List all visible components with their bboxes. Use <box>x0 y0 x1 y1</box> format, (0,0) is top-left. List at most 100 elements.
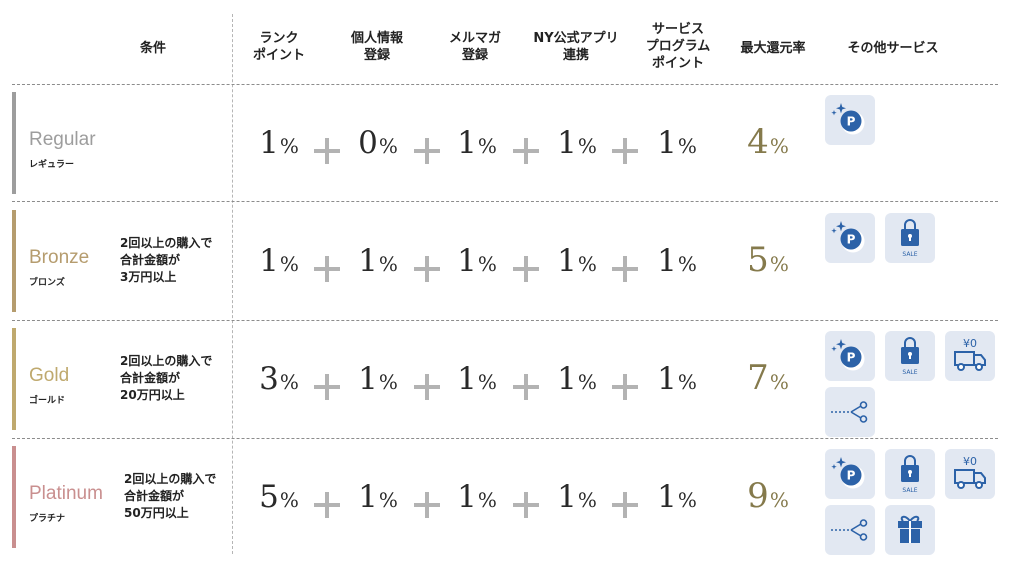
sale-bag-icon: SALE <box>885 449 935 499</box>
rate-value: 1 <box>358 243 378 279</box>
rate-mail: 1% <box>442 479 512 515</box>
rate-mail: 1% <box>442 361 512 397</box>
rate-value: 1 <box>457 479 477 515</box>
percent-sign: % <box>577 488 597 512</box>
rate-value: 5 <box>259 479 279 515</box>
header-max-rate: 最大還元率 <box>740 41 806 56</box>
rate-value: 1 <box>657 361 677 397</box>
max-rate: 7% <box>733 358 803 398</box>
rate-personal: 0% <box>343 125 413 161</box>
max-rate: 9% <box>733 476 803 516</box>
max-rate: 5% <box>733 240 803 280</box>
tier-condition: 2回以上の購入で 合計金額が 20万円以上 <box>120 353 212 404</box>
header-rank-point-line2: ポイント <box>252 48 305 63</box>
plus-icon <box>414 492 440 518</box>
tier-name: Platinum <box>29 483 103 504</box>
rate-rank: 1% <box>244 125 314 161</box>
rate-value: 3 <box>259 361 279 397</box>
plus-icon <box>513 138 539 164</box>
tier-color-bar <box>12 446 16 548</box>
rate-value: 1 <box>557 361 577 397</box>
plus-icon <box>414 374 440 400</box>
svg-text:P: P <box>847 115 856 129</box>
rate-personal: 1% <box>343 361 413 397</box>
rate-service: 1% <box>642 125 712 161</box>
tier-name: Gold <box>29 365 70 386</box>
header-other-services: その他サービス <box>847 41 939 56</box>
tier-subname: プラチナ <box>29 514 66 524</box>
tier-color-bar <box>12 328 16 430</box>
rate-service: 1% <box>642 361 712 397</box>
rate-app: 1% <box>542 479 612 515</box>
header-rank-point: ランク ポイント <box>244 30 314 64</box>
header-mail-magazine: メルマガ 登録 <box>440 30 510 64</box>
plus-icon <box>414 138 440 164</box>
percent-sign: % <box>769 370 789 394</box>
plus-icon <box>414 256 440 282</box>
gift-box-icon <box>885 505 935 555</box>
plus-icon <box>612 138 638 164</box>
point-icon: P <box>825 95 875 145</box>
header-service-program: サービス プログラム ポイント <box>638 21 718 72</box>
svg-text:P: P <box>847 351 856 365</box>
plus-icon <box>314 374 340 400</box>
max-rate-value: 5 <box>747 240 769 280</box>
header-service-program-line2: プログラム <box>645 39 711 54</box>
header-personal-info-line1: 個人情報 <box>350 31 403 46</box>
header-ny-app-line1: NY公式アプリ <box>533 31 619 46</box>
header-personal-info-line2: 登録 <box>363 48 390 63</box>
svg-text:¥0: ¥0 <box>963 455 977 468</box>
header-service-program-line3: ポイント <box>651 56 704 71</box>
rate-personal: 1% <box>343 243 413 279</box>
percent-sign: % <box>769 134 789 158</box>
tier-name: Regular <box>29 129 96 150</box>
free-shipping-truck-icon: ¥0 <box>945 449 995 499</box>
coupon-scissors-icon <box>825 505 875 555</box>
plus-icon <box>513 256 539 282</box>
tier-subname: ブロンズ <box>29 278 65 288</box>
max-rate-value: 7 <box>747 358 769 398</box>
rate-mail: 1% <box>442 243 512 279</box>
max-rate: 4% <box>733 122 803 162</box>
rate-value: 1 <box>657 243 677 279</box>
tier-condition-line: 2回以上の購入で <box>124 472 217 486</box>
rate-value: 0 <box>358 125 378 161</box>
percent-sign: % <box>677 488 697 512</box>
tier-condition-line: 2回以上の購入で <box>120 236 213 250</box>
header-service-program-line1: サービス <box>651 22 704 37</box>
percent-sign: % <box>378 134 398 158</box>
tier-name: Bronze <box>29 247 90 268</box>
header-ny-app-line2: 連携 <box>562 48 589 63</box>
tier-condition: 2回以上の購入で 合計金額が 3万円以上 <box>120 235 212 286</box>
plus-icon <box>314 256 340 282</box>
rate-app: 1% <box>542 243 612 279</box>
percent-sign: % <box>769 252 789 276</box>
rate-mail: 1% <box>442 125 512 161</box>
header-rank-point-line1: ランク <box>259 31 299 46</box>
percent-sign: % <box>279 134 299 158</box>
plus-icon <box>612 256 638 282</box>
rate-rank: 3% <box>244 361 314 397</box>
rate-value: 1 <box>259 243 279 279</box>
percent-sign: % <box>577 252 597 276</box>
svg-text:SALE: SALE <box>902 369 917 376</box>
row-divider <box>12 84 998 85</box>
plus-icon <box>513 374 539 400</box>
tier-condition-line: 合計金額が <box>120 253 181 267</box>
tier-condition-line: 合計金額が <box>120 371 181 385</box>
point-icon: P <box>825 449 875 499</box>
header-ny-app: NY公式アプリ 連携 <box>526 30 626 64</box>
rate-value: 1 <box>457 125 477 161</box>
header-mail-magazine-line1: メルマガ <box>448 31 501 46</box>
rate-value: 1 <box>657 125 677 161</box>
svg-text:P: P <box>847 469 856 483</box>
svg-text:P: P <box>847 233 856 247</box>
rate-personal: 1% <box>343 479 413 515</box>
tier-condition-line: 3万円以上 <box>120 270 177 284</box>
rate-rank: 5% <box>244 479 314 515</box>
header-conditions: 条件 <box>140 41 167 56</box>
rate-value: 1 <box>358 361 378 397</box>
tier-condition-line: 50万円以上 <box>124 506 189 520</box>
percent-sign: % <box>279 370 299 394</box>
plus-icon <box>612 492 638 518</box>
